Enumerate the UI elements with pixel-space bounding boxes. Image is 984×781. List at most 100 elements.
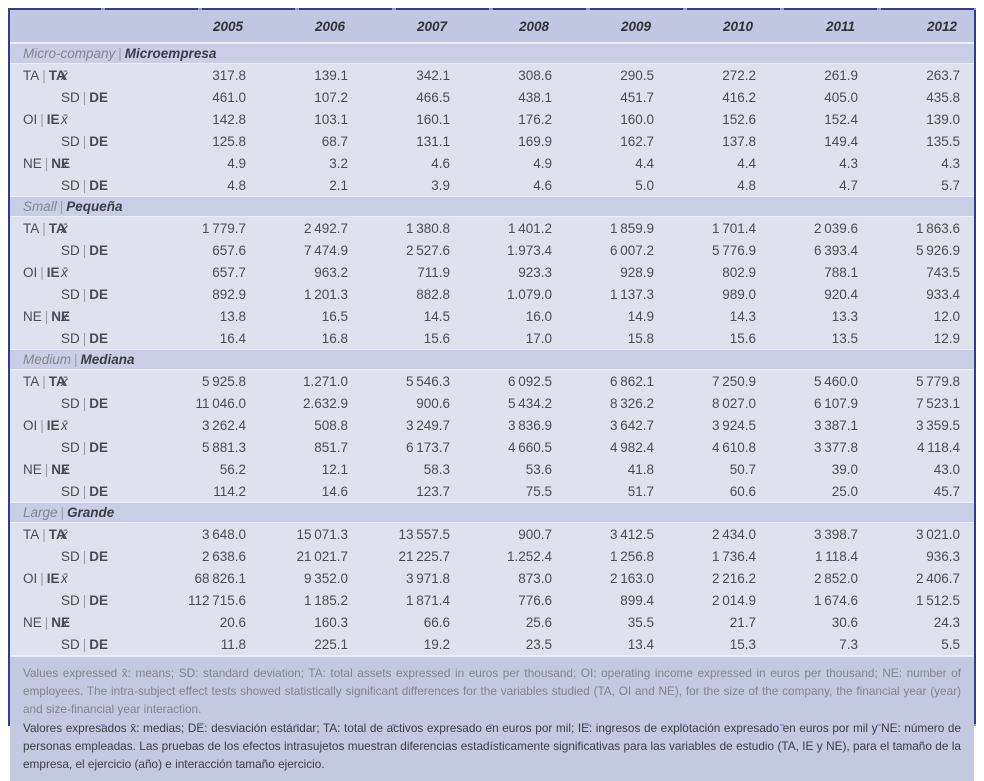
value-cell: 802.9 bbox=[668, 261, 770, 283]
value-cell: 5 779.8 bbox=[872, 369, 974, 392]
var-label-en: NE bbox=[23, 308, 42, 324]
descriptive-statistics-table: 2005 2006 2007 2008 2009 2010 2011 2012 … bbox=[10, 10, 974, 655]
year-header: 2011 bbox=[770, 10, 872, 44]
value-cell: 25.0 bbox=[770, 480, 872, 503]
sd-label-es: DE bbox=[89, 177, 109, 193]
value-cell: 13.4 bbox=[566, 633, 668, 655]
label-separator: | bbox=[82, 177, 87, 193]
label-separator: | bbox=[82, 439, 87, 455]
sd-label-en: SD bbox=[61, 177, 80, 193]
value-cell: 1 137.3 bbox=[566, 283, 668, 305]
label-separator: | bbox=[60, 505, 65, 520]
label-separator: | bbox=[82, 286, 87, 302]
value-cell: 1 674.6 bbox=[770, 589, 872, 611]
value-cell: 1 256.8 bbox=[566, 545, 668, 567]
value-cell: 160.1 bbox=[362, 108, 464, 130]
section-label-en: Large bbox=[23, 505, 58, 520]
value-cell: 2 406.7 bbox=[872, 567, 974, 589]
label-separator: | bbox=[82, 330, 87, 346]
table-row: SD | DE 11.8 225.1 19.2 23.5 13.4 15.3 7.3… bbox=[10, 633, 974, 655]
label-separator: | bbox=[82, 89, 87, 105]
value-cell: 263.7 bbox=[872, 63, 974, 86]
table-row: OI | IE x̄ 3 262.4 508.8 3 249.7 3 836.9 3… bbox=[10, 414, 974, 436]
value-cell: 1 401.2 bbox=[464, 216, 566, 239]
value-cell: 2 527.6 bbox=[362, 239, 464, 261]
value-cell: 13 557.5 bbox=[362, 522, 464, 545]
value-cell: 900.7 bbox=[464, 522, 566, 545]
value-cell: 17.0 bbox=[464, 327, 566, 350]
var-label-en: OI bbox=[23, 417, 38, 433]
var-label-en: TA bbox=[23, 220, 40, 236]
value-cell: 125.8 bbox=[158, 130, 260, 152]
mean-symbol: x̄ bbox=[61, 614, 68, 630]
mean-symbol: x̄ bbox=[61, 417, 68, 433]
sd-label-es: DE bbox=[89, 133, 109, 149]
value-cell: 162.7 bbox=[566, 130, 668, 152]
value-cell: 461.0 bbox=[158, 86, 260, 108]
sd-label-en: SD bbox=[61, 548, 80, 564]
table-row: SD | DE 461.0 107.2 466.5 438.1 451.7 416.… bbox=[10, 86, 974, 108]
year-header: 2010 bbox=[668, 10, 770, 44]
value-cell: 4.9 bbox=[158, 152, 260, 174]
value-cell: 23.5 bbox=[464, 633, 566, 655]
value-cell: 5 546.3 bbox=[362, 369, 464, 392]
value-cell: 169.9 bbox=[464, 130, 566, 152]
value-cell: 112 715.6 bbox=[158, 589, 260, 611]
table-footnote: Values expressed x̄: means; SD: standard… bbox=[10, 655, 974, 781]
sd-label-es: DE bbox=[89, 636, 109, 652]
value-cell: 5 434.2 bbox=[464, 392, 566, 414]
value-cell: 20.6 bbox=[158, 611, 260, 633]
value-cell: 13.5 bbox=[770, 327, 872, 350]
value-cell: 8 326.2 bbox=[566, 392, 668, 414]
value-cell: 5.5 bbox=[872, 633, 974, 655]
value-cell: 405.0 bbox=[770, 86, 872, 108]
value-cell: 14.3 bbox=[668, 305, 770, 327]
value-cell: 290.5 bbox=[566, 63, 668, 86]
sd-label-en: SD bbox=[61, 636, 80, 652]
value-cell: 6 862.1 bbox=[566, 369, 668, 392]
label-separator: | bbox=[42, 67, 46, 83]
value-cell: 15.6 bbox=[362, 327, 464, 350]
value-cell: 743.5 bbox=[872, 261, 974, 283]
value-cell: 225.1 bbox=[260, 633, 362, 655]
value-cell: 1 701.4 bbox=[668, 216, 770, 239]
value-cell: 137.8 bbox=[668, 130, 770, 152]
label-separator: | bbox=[82, 548, 87, 564]
value-cell: 4.6 bbox=[362, 152, 464, 174]
value-cell: 3 412.5 bbox=[566, 522, 668, 545]
table-row: TA | TA x̄ 317.8 139.1 342.1 308.6 290.5 2… bbox=[10, 63, 974, 86]
table-row: NE|NE x̄ 13.8 16.5 14.5 16.0 14.9 14.3 1… bbox=[10, 305, 974, 327]
section-header-medium: Medium | Mediana bbox=[10, 349, 974, 370]
value-cell: 25.6 bbox=[464, 611, 566, 633]
var-label-en: TA bbox=[23, 526, 40, 542]
value-cell: 152.4 bbox=[770, 108, 872, 130]
label-separator: | bbox=[40, 111, 44, 127]
footnote-spanish: Valores expresados x̄: medias; DE: desvi… bbox=[23, 720, 961, 772]
value-cell: 435.8 bbox=[872, 86, 974, 108]
value-cell: 45.7 bbox=[872, 480, 974, 503]
section-label-es: Pequeña bbox=[66, 199, 123, 214]
value-cell: 3 377.8 bbox=[770, 436, 872, 458]
table-row: OI | IE x̄ 142.8 103.1 160.1 176.2 160.0 1… bbox=[10, 108, 974, 130]
sd-label-es: DE bbox=[89, 483, 109, 499]
value-cell: 920.4 bbox=[770, 283, 872, 305]
label-separator: | bbox=[82, 636, 87, 652]
value-cell: 2 492.7 bbox=[260, 216, 362, 239]
value-cell: 56.2 bbox=[158, 458, 260, 480]
table-row: NE|NE x̄ 20.6 160.3 66.6 25.6 35.5 21.7 … bbox=[10, 611, 974, 633]
value-cell: 53.6 bbox=[464, 458, 566, 480]
table-row: OI | IE x̄ 68 826.1 9 352.0 3 971.8 873.0 … bbox=[10, 567, 974, 589]
sd-label-en: SD bbox=[61, 133, 80, 149]
var-label-es: IE bbox=[46, 111, 60, 127]
value-cell: 7 250.9 bbox=[668, 369, 770, 392]
value-cell: 2 638.6 bbox=[158, 545, 260, 567]
table-row: SD | DE 892.9 1 201.3 882.8 1.079.0 1 137.… bbox=[10, 283, 974, 305]
value-cell: 75.5 bbox=[464, 480, 566, 503]
section-label-es: Mediana bbox=[80, 352, 135, 367]
value-cell: 1.252.4 bbox=[464, 545, 566, 567]
mean-symbol: x̄ bbox=[61, 111, 68, 127]
value-cell: 2 852.0 bbox=[770, 567, 872, 589]
value-cell: 152.6 bbox=[668, 108, 770, 130]
value-cell: 4.3 bbox=[872, 152, 974, 174]
value-cell: 4.6 bbox=[464, 174, 566, 197]
